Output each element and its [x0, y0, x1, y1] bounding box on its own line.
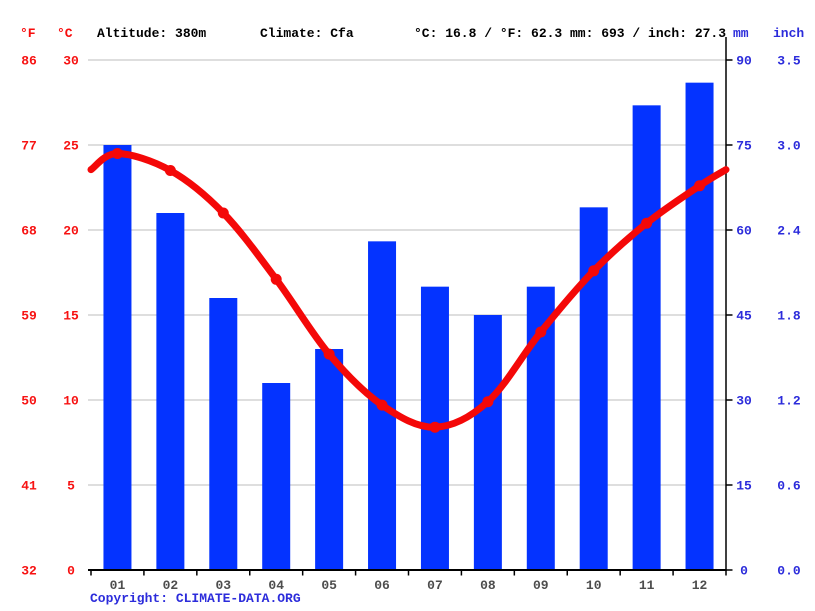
inch-axis-label: 1.2 — [777, 394, 801, 409]
temp-point-06 — [376, 399, 388, 411]
f-axis-label: 77 — [21, 139, 37, 154]
precip-bar-01 — [103, 145, 132, 570]
copyright-link[interactable]: CLIMATE-DATA.ORG — [175, 591, 301, 606]
temp-point-11 — [641, 217, 653, 229]
precip-bar-08 — [473, 315, 502, 570]
temp-summary-text: °C: 16.8 / °F: 62.3 — [414, 26, 563, 41]
c-axis-label: 10 — [63, 394, 79, 409]
f-axis-label: 68 — [21, 224, 37, 239]
mm-axis-label: 30 — [736, 394, 752, 409]
mm-axis-label: 90 — [736, 54, 752, 69]
month-label-01: 01 — [110, 578, 126, 593]
f-axis-label: 59 — [21, 309, 37, 324]
copyright-label: Copyright: — [90, 591, 176, 606]
inch-axis-title: inch — [773, 26, 805, 41]
c-axis-label: 20 — [63, 224, 79, 239]
mm-axis-label: 60 — [736, 224, 752, 239]
precip-bar-11 — [632, 105, 661, 570]
c-axis-label: 5 — [67, 479, 75, 494]
temp-point-04 — [270, 273, 282, 285]
month-label-02: 02 — [163, 578, 179, 593]
temp-point-03 — [217, 207, 229, 219]
mm-axis-title: mm — [733, 26, 749, 41]
c-axis-label: 30 — [63, 54, 79, 69]
temp-point-05 — [323, 348, 335, 360]
temp-point-10 — [588, 265, 600, 277]
temp-point-09 — [535, 326, 547, 338]
inch-axis-label: 2.4 — [777, 224, 801, 239]
precip-bar-02 — [156, 213, 185, 570]
month-label-05: 05 — [321, 578, 337, 593]
inch-axis-label: 0.6 — [777, 479, 801, 494]
mm-axis-label: 0 — [740, 564, 748, 579]
fahrenheit-axis-title: °F — [20, 26, 36, 41]
month-label-03: 03 — [215, 578, 231, 593]
copyright: Copyright: CLIMATE-DATA.ORG — [90, 591, 301, 606]
inch-axis-label: 3.0 — [777, 139, 801, 154]
precip-bar-04 — [262, 383, 291, 570]
temp-point-12 — [694, 180, 706, 192]
c-axis-label: 25 — [63, 139, 79, 154]
temp-point-01 — [111, 148, 123, 159]
inch-axis-label: 0.0 — [777, 564, 801, 579]
f-axis-label: 50 — [21, 394, 37, 409]
temp-point-07 — [429, 421, 441, 433]
inch-axis-label: 1.8 — [777, 309, 801, 324]
precip-bar-05 — [315, 349, 344, 570]
mm-axis-label: 15 — [736, 479, 752, 494]
c-axis-label: 0 — [67, 564, 75, 579]
f-axis-label: 86 — [21, 54, 37, 69]
temp-point-02 — [164, 165, 176, 176]
month-label-09: 09 — [533, 578, 549, 593]
altitude-text: Altitude: 380m — [97, 26, 207, 41]
month-label-11: 11 — [639, 578, 655, 593]
month-label-10: 10 — [586, 578, 602, 593]
month-label-07: 07 — [427, 578, 443, 593]
f-axis-label: 32 — [21, 564, 37, 579]
precip-summary-text: mm: 693 / inch: 27.3 — [570, 26, 727, 41]
month-label-08: 08 — [480, 578, 496, 593]
c-axis-label: 15 — [63, 309, 79, 324]
month-label-06: 06 — [374, 578, 390, 593]
celsius-axis-title: °C — [57, 26, 73, 41]
temp-point-08 — [482, 396, 494, 408]
climate-text: Climate: Cfa — [260, 26, 354, 41]
month-label-04: 04 — [268, 578, 284, 593]
mm-axis-label: 45 — [736, 309, 752, 324]
temperature-line — [87, 149, 730, 431]
month-label-12: 12 — [692, 578, 708, 593]
f-axis-label: 41 — [21, 479, 37, 494]
precip-bar-12 — [685, 82, 714, 571]
inch-axis-label: 3.5 — [777, 54, 801, 69]
precip-bar-03 — [209, 298, 238, 570]
mm-axis-label: 75 — [736, 139, 752, 154]
